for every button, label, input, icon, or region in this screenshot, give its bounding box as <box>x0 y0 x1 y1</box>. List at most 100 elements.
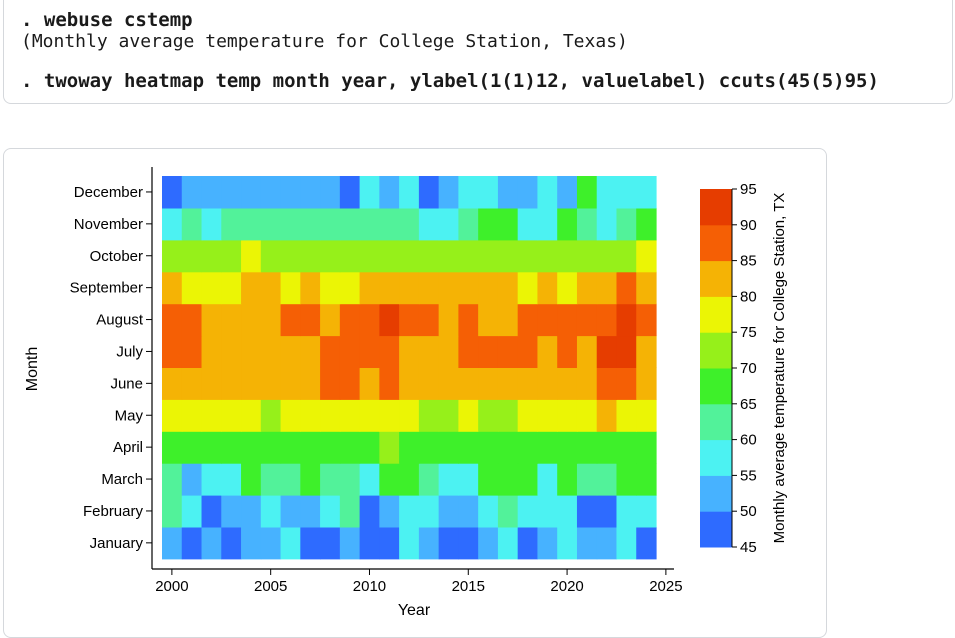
heatmap-cell <box>636 335 657 368</box>
heatmap-cell <box>418 207 440 241</box>
heatmap-cell <box>616 431 637 464</box>
heatmap-cell <box>458 367 479 400</box>
legend-tick-label: 50 <box>740 503 757 520</box>
heatmap-cell <box>320 495 341 528</box>
legend-tick-label: 95 <box>740 181 757 198</box>
heatmap-cell <box>438 303 459 337</box>
heatmap-cell <box>537 271 558 305</box>
y-tick-label: July <box>116 343 143 360</box>
heatmap-cell <box>497 495 519 528</box>
heatmap-cell <box>181 431 203 464</box>
command-output-description: (Monthly average temperature for College… <box>21 31 628 52</box>
heatmap-cell <box>418 176 440 209</box>
heatmap-cell <box>438 463 459 496</box>
heatmap-cell <box>418 399 440 432</box>
heatmap-cell <box>458 431 479 464</box>
heatmap-cell <box>320 463 341 496</box>
heatmap-cell <box>497 431 519 464</box>
heatmap-cell <box>576 526 598 560</box>
heatmap-cell <box>300 431 321 464</box>
legend-tick-label: 65 <box>740 396 757 413</box>
heatmap-cell <box>576 463 598 496</box>
heatmap-cell <box>517 399 539 432</box>
legend-tick-label: 60 <box>740 432 757 449</box>
heatmap-cell <box>280 271 301 305</box>
heatmap-cell <box>162 495 183 528</box>
heatmap-cell <box>399 303 420 337</box>
heatmap-cell <box>300 463 321 496</box>
heatmap-cell <box>300 176 321 209</box>
heatmap-cell <box>339 526 361 560</box>
heatmap-cell <box>359 367 380 400</box>
heatmap-cell <box>300 335 321 368</box>
heatmap-cell <box>517 176 539 209</box>
heatmap-cell <box>478 463 499 496</box>
heatmap-cell <box>201 207 222 241</box>
heatmap-cell <box>260 463 282 496</box>
heatmap-cell <box>399 335 420 368</box>
heatmap-cell <box>201 303 222 337</box>
heatmap-cell <box>517 207 539 241</box>
heatmap-cell <box>399 431 420 464</box>
heatmap-cell <box>162 207 183 241</box>
heatmap-cell <box>339 239 361 273</box>
heatmap-cell <box>241 335 262 368</box>
heatmap-cell <box>557 207 578 241</box>
command-webuse: . webuse cstemp <box>21 9 193 31</box>
heatmap-cell <box>280 495 301 528</box>
heatmap-cell <box>616 176 637 209</box>
heatmap-cell <box>576 495 598 528</box>
heatmap-cell <box>300 495 321 528</box>
heatmap-cell <box>221 335 242 368</box>
x-tick-label: 2010 <box>353 578 386 595</box>
heatmap-cell <box>458 526 479 560</box>
heatmap-cell <box>557 399 578 432</box>
x-tick-label: 2020 <box>550 578 583 595</box>
heatmap-cell <box>359 526 380 560</box>
heatmap-cell <box>478 526 499 560</box>
heatmap-cell <box>517 271 539 305</box>
heatmap-cell <box>280 399 301 432</box>
heatmap-cell <box>359 495 380 528</box>
heatmap-cell <box>636 271 657 305</box>
heatmap-cell <box>162 335 183 368</box>
heatmap-cell <box>458 303 479 337</box>
heatmap-cell <box>418 303 440 337</box>
y-tick-label: September <box>70 280 143 297</box>
heatmap-cell <box>280 303 301 337</box>
legend-swatch <box>700 260 732 297</box>
heatmap-cell <box>181 271 203 305</box>
heatmap-cell <box>517 495 539 528</box>
heatmap-cell <box>181 463 203 496</box>
heatmap-cell <box>320 303 341 337</box>
heatmap-cell <box>596 367 618 400</box>
heatmap-cell <box>438 399 459 432</box>
heatmap-cell <box>636 431 657 464</box>
heatmap-cell <box>458 207 479 241</box>
heatmap-cell <box>497 526 519 560</box>
heatmap-cell <box>497 239 519 273</box>
heatmap-cell <box>478 335 499 368</box>
heatmap-cell <box>162 399 183 432</box>
y-tick-label: March <box>101 471 143 488</box>
heatmap-cell <box>300 271 321 305</box>
legend-tick-label: 80 <box>740 288 757 305</box>
heatmap-cell <box>517 526 539 560</box>
heatmap-cell <box>359 399 380 432</box>
heatmap-cell <box>260 176 282 209</box>
heatmap-cell <box>359 303 380 337</box>
heatmap-cell <box>181 335 203 368</box>
heatmap-cell <box>438 176 459 209</box>
heatmap-cell <box>300 303 321 337</box>
heatmap-cell <box>300 207 321 241</box>
heatmap-cell <box>537 335 558 368</box>
heatmap-cell <box>576 239 598 273</box>
heatmap-cell <box>260 526 282 560</box>
heatmap-cell <box>537 207 558 241</box>
heatmap-cell <box>557 431 578 464</box>
legend-swatch <box>700 511 732 548</box>
heatmap-cell <box>181 303 203 337</box>
heatmap-cell <box>478 399 499 432</box>
heatmap-cell <box>201 335 222 368</box>
heatmap-cell <box>379 367 400 400</box>
